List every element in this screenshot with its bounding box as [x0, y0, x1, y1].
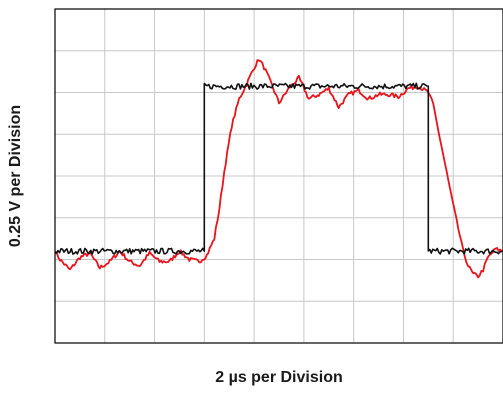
- y-axis-title: 0.25 V per Division: [7, 105, 24, 247]
- plot-frame: [54, 8, 503, 344]
- trace-output: [54, 59, 503, 279]
- x-axis-title: 2 µs per Division: [215, 369, 342, 386]
- traces: [54, 59, 503, 279]
- trace-input: [54, 82, 503, 255]
